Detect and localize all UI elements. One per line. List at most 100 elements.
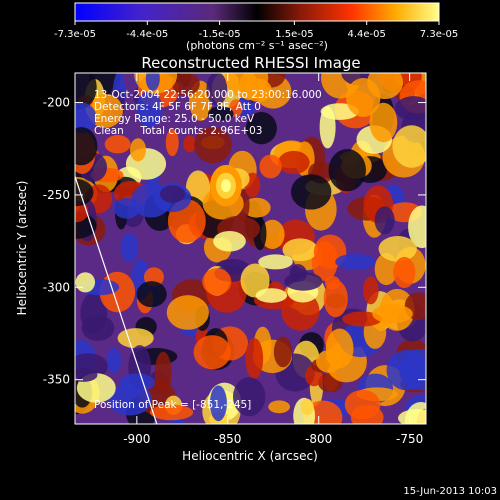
heatmap-blob [75,73,97,109]
heatmap-blob [374,206,395,235]
heatmap-blob [209,385,227,422]
heatmap-blob [165,129,179,157]
heatmap-blob [242,197,271,218]
heatmap-blob [399,348,426,391]
heatmap-blob [323,279,348,318]
heatmap-blob [129,138,147,162]
heatmap-blob [277,150,310,175]
heatmap-blob [149,404,194,421]
x-tick-label: -750 [396,432,423,446]
heatmap-blob [255,288,288,303]
heatmap-blob [282,238,318,262]
footer-date: 15-Jun-2013 10:03 [403,486,497,497]
annotation-line-energy: Energy Range: 25.0 - 50.0 keV [94,113,255,125]
heatmap-blob [206,73,228,106]
heatmap-blob [335,253,376,270]
x-tick-label: -850 [214,432,241,446]
heatmap-blob [75,272,96,293]
heatmap-blob [260,219,285,249]
heatmap-blob [408,205,426,249]
colorbar-tick-label: -7.3e-05 [54,29,96,40]
heatmap-blob [284,272,323,291]
peak-position-label: Position of Peak = [-851,-245] [94,399,251,411]
annotation-line-time: 13-Oct-2004 22:56:20.000 to 23:00:16.000 [94,89,322,101]
colorbar-tick-label: -4.4e-05 [126,29,168,40]
annotation-block: 13-Oct-2004 22:56:20.000 to 23:00:16.000… [94,89,322,137]
chart-title: Reconstructed RHESSI Image [141,54,360,72]
heatmap-blob [117,328,154,349]
heatmap-blob [398,409,426,424]
heatmap-blob [369,102,398,143]
colorbar-tick-label: -1.5e-05 [199,29,241,40]
heatmap-blob [145,73,160,91]
colorbar-ticks: -7.3e-05 -4.4e-05 -1.5e-05 1.5e-05 4.4e-05 7.… [54,21,458,40]
heatmap-blob [328,149,366,192]
heatmap-blob [154,351,172,395]
heatmap-blob [183,135,197,153]
heatmap-blob [136,90,163,128]
y-tick-label: -350 [43,373,70,387]
heatmap-blob [87,93,123,128]
heatmap-blob [239,73,259,101]
heatmap-blob [202,268,232,296]
colorbar-tick-label: 1.5e-05 [275,29,313,40]
colorbar-unit-label: (photons cm⁻² s⁻¹ asec⁻²) [186,39,328,52]
heatmap-blob [213,230,246,252]
colorbar-tick-label: 4.4e-05 [348,29,386,40]
heatmap-blob [75,127,98,166]
y-tick-label: -250 [43,188,70,202]
heatmap-blob [75,178,94,207]
heatmap-blob [300,398,314,416]
x-tick-label: -900 [123,432,150,446]
y-tick-label: -200 [43,96,70,110]
heatmap-blob [136,281,167,308]
heatmap-blob [104,135,131,154]
heatmap-blob [393,256,416,289]
heatmap-blob [120,233,139,263]
heatmap-blob [378,236,417,262]
heatmap-blob [245,338,264,380]
colorbar [75,3,439,21]
heatmap-blob [194,126,232,164]
heatmap-blob [374,253,398,286]
heatmap-blob [290,174,332,210]
heatmap-blob [367,73,404,100]
y-tick-label: -300 [43,280,70,294]
heatmap-blob [258,254,293,270]
heatmap-blob [232,377,266,417]
heatmap-blob [372,304,413,324]
heatmap-blob [281,291,320,331]
heatmap-blob [344,389,381,420]
heatmap-blob [316,350,342,373]
heatmap-blob [75,368,98,382]
peak-marker [220,179,231,193]
x-axis-ticks: -900 -850 -800 -750 [123,73,423,446]
heatmap-blob [106,348,122,374]
heatmap-blob [75,102,97,134]
heatmap-blob [342,311,382,327]
heatmap-blob [208,106,234,121]
colorbar-tick-label: 7.3e-05 [420,29,458,40]
heatmap [75,73,426,424]
heatmap-blob [363,276,379,305]
heatmap-blob [259,154,282,179]
y-axis-ticks: -200 -250 -300 -350 [43,96,426,387]
y-axis-label: Heliocentric Y (arcsec) [15,181,29,316]
heatmap-blob [394,96,426,121]
colorbar-frame [74,2,440,22]
heatmap-blob [166,295,209,330]
heatmap-blob [81,315,115,341]
heatmap-blob [159,185,185,203]
heatmap-blob [268,400,291,414]
x-tick-label: -800 [305,432,332,446]
heatmap-blob [245,112,277,145]
heatmap-blob [193,335,231,370]
x-axis-label: Heliocentric X (arcsec) [182,449,318,463]
heatmap-blob [240,263,270,298]
plot-frame [74,72,427,425]
solar-limb-line [75,176,158,424]
annotation-line-counts: Clean Total counts: 2.96E+03 [94,125,263,137]
heatmap-blob [119,373,155,392]
heatmap-blob [392,125,426,168]
